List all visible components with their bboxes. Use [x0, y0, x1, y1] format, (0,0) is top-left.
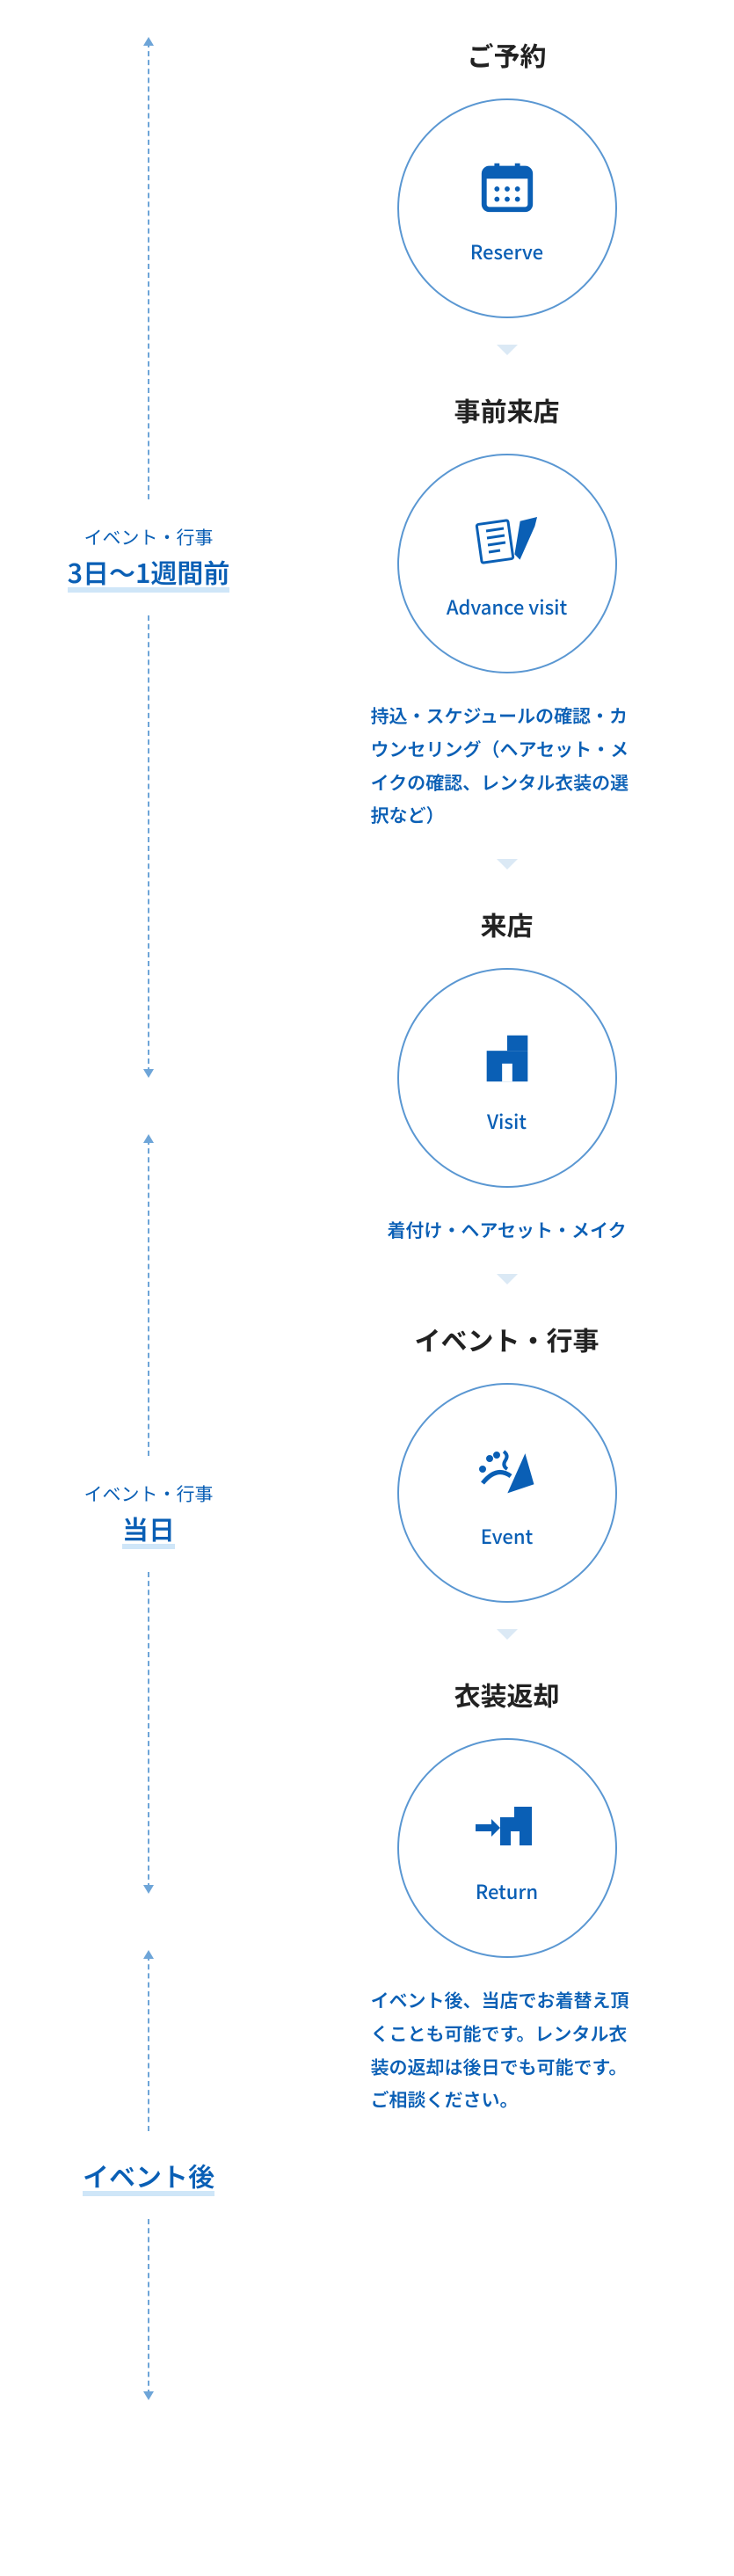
step-title: 事前来店 — [454, 390, 560, 429]
phase-label-large: 当日 — [122, 1509, 175, 1547]
chevron-down-icon — [497, 859, 518, 870]
step-label-en: Event — [481, 1522, 534, 1550]
step-description: イベント後、当店でお着替え頂くことも可能です。レンタル衣装の返却は後日でも可能で… — [371, 1984, 643, 2117]
step-block: 事前来店 Advance visit 持込・スケジュールの確認・カウンセリング（ヘア… — [371, 390, 643, 833]
timeline-arrow-up — [148, 42, 149, 499]
step-label-en: Visit — [487, 1107, 527, 1135]
return-icon — [472, 1791, 542, 1861]
timeline-arrow-down — [148, 615, 149, 1073]
step-title: 来店 — [481, 905, 534, 943]
building-icon — [472, 1021, 542, 1091]
timeline-column: イベント・行事3日〜1週間前イベント・行事当日イベント後 — [18, 35, 297, 2402]
flow-container: イベント・行事3日〜1週間前イベント・行事当日イベント後 ご予約Reserve事… — [18, 35, 716, 2402]
phase-label-large: イベント後 — [83, 2156, 214, 2194]
timeline-arrow-down — [148, 2219, 149, 2395]
step-block: イベント・行事 Event — [397, 1320, 617, 1603]
phase-label: イベント・行事当日 — [84, 1481, 214, 1547]
step-label-en: Reserve — [470, 237, 543, 266]
step-circle: Visit — [397, 968, 617, 1188]
step-block: 衣装返却 Return イベント後、当店でお着替え頂くことも可能です。レンタル衣装の… — [371, 1675, 643, 2117]
step-title: イベント・行事 — [415, 1320, 600, 1358]
phase-label-small: イベント・行事 — [84, 1481, 214, 1507]
party-icon — [472, 1436, 542, 1506]
chevron-down-icon — [497, 1629, 518, 1640]
step-circle: Reserve — [397, 98, 617, 318]
chevron-down-icon — [497, 1274, 518, 1284]
step-description: 着付け・ヘアセット・メイク — [371, 1214, 643, 1248]
phase-label-large: 3日〜1週間前 — [68, 552, 230, 591]
chevron-down-icon — [497, 345, 518, 355]
step-label-en: Advance visit — [447, 593, 567, 621]
step-circle: Event — [397, 1383, 617, 1603]
step-title: ご予約 — [468, 35, 547, 74]
calendar-icon — [472, 151, 542, 222]
step-description: 持込・スケジュールの確認・カウンセリング（ヘアセット・メイクの確認、レンタル衣装… — [371, 700, 643, 833]
clipboard-icon — [472, 506, 542, 577]
timeline-arrow-up — [148, 1139, 149, 1456]
step-title: 衣装返却 — [454, 1675, 560, 1714]
step-block: ご予約 Reserve — [397, 35, 617, 318]
step-circle: Advance visit — [397, 454, 617, 673]
phase-label: イベント後 — [83, 2156, 214, 2194]
phase-label-small: イベント・行事 — [68, 524, 230, 550]
content-column: ご予約 Reserve 事前来店 Advance visit 持込・スケジュールの確認・… — [297, 35, 716, 2402]
step-block: 来店 Visit 着付け・ヘアセット・メイク — [371, 905, 643, 1248]
step-circle: Return — [397, 1738, 617, 1958]
timeline-arrow-up — [148, 1955, 149, 2131]
timeline-arrow-down — [148, 1572, 149, 1888]
phase-label: イベント・行事3日〜1週間前 — [68, 524, 230, 591]
step-label-en: Return — [476, 1877, 538, 1905]
